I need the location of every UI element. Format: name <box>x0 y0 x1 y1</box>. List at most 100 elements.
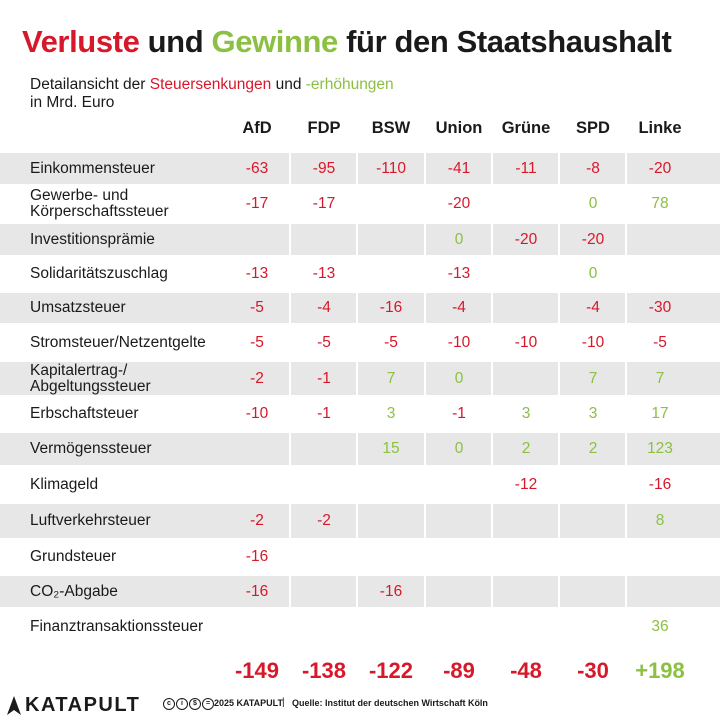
title-und: und <box>139 24 212 59</box>
column-divider <box>625 576 627 607</box>
total-afd: -149 <box>234 658 280 683</box>
cell-gewerbe-und-körperschaftssteuer-afd: -17 <box>245 195 269 212</box>
column-divider <box>356 362 358 395</box>
cell-einkommensteuer-spd: -8 <box>586 159 600 177</box>
cell-stromsteuer-netzentgelte-fdp: -5 <box>317 333 331 351</box>
cell-einkommensteuer-linke: -20 <box>648 159 672 177</box>
column-divider <box>289 153 291 184</box>
column-divider <box>356 224 358 255</box>
row-label-grundsteuer: Grundsteuer <box>30 548 117 565</box>
table-row: Solidaritätszuschlag -13 -13 -13 0 <box>0 258 720 290</box>
column-header-grüne: Grüne <box>501 119 551 137</box>
cell-vermögenssteuer-union: 0 <box>454 440 464 457</box>
column-divider <box>289 293 291 323</box>
column-divider <box>625 153 627 184</box>
row-background <box>0 433 720 465</box>
cell-luftverkehrsteuer-fdp: -2 <box>317 512 331 529</box>
column-divider <box>289 224 291 255</box>
column-divider <box>491 224 493 255</box>
cell-erbschaftsteuer-grüne: 3 <box>521 405 531 422</box>
cell-co-abgabe-bsw: -16 <box>379 582 403 600</box>
cell-einkommensteuer-bsw: -110 <box>376 159 406 177</box>
row-label-solidaritätszuschlag: Solidaritätszuschlag <box>30 265 168 282</box>
row-label-klimageld: Klimageld <box>30 475 99 493</box>
column-divider <box>558 293 560 323</box>
column-divider <box>625 433 627 465</box>
cell-kapitalertrag-abgeltungssteuer-afd: -2 <box>250 369 264 387</box>
table-row: Klimageld -12 -16 <box>0 468 720 501</box>
column-divider <box>491 576 493 607</box>
row-label-stromsteuer-netzentgelte: Stromsteuer/Netzentgelte <box>30 333 206 351</box>
chart-title: Verluste und Gewinne für den Staatshaush… <box>22 24 672 60</box>
column-divider <box>424 153 426 184</box>
column-divider <box>625 293 627 323</box>
column-header-spd: SPD <box>576 119 610 137</box>
column-divider <box>625 504 627 538</box>
column-divider <box>558 362 560 395</box>
table-row: Einkommensteuer -63 -95 -110 -41 -11 -8 -20 <box>0 153 720 184</box>
table-row: Investitionsprämie 0 -20 -20 <box>0 224 720 255</box>
title-rest: für den Staatshaushalt <box>337 24 672 59</box>
cell-gewerbe-und-körperschaftssteuer-spd: 0 <box>588 195 598 212</box>
cell-vermögenssteuer-linke: 123 <box>647 440 673 457</box>
table-row: Gewerbe- und Körperschaftssteuer -17 -17 -20… <box>0 186 720 222</box>
row-label-investitionsprämie: Investitionsprämie <box>30 230 155 248</box>
column-divider <box>491 504 493 538</box>
column-divider <box>491 153 493 184</box>
cell-gewerbe-und-körperschaftssteuer-linke: 78 <box>651 195 669 212</box>
column-header-linke: Linke <box>638 119 682 137</box>
row-background <box>0 362 720 395</box>
table-row: Luftverkehrsteuer -2 -2 8 <box>0 504 720 538</box>
footer-separator: | <box>282 697 285 708</box>
total-union: -89 <box>443 658 475 683</box>
column-divider <box>424 293 426 323</box>
cell-stromsteuer-netzentgelte-grüne: -10 <box>514 333 538 351</box>
cell-investitionsprämie-union: 0 <box>454 230 464 248</box>
total-spd: -30 <box>577 658 609 683</box>
nc-icon: $ <box>189 698 201 710</box>
row-label-einkommensteuer: Einkommensteuer <box>30 159 155 177</box>
cell-stromsteuer-netzentgelte-spd: -10 <box>581 333 605 351</box>
cell-kapitalertrag-abgeltungssteuer-linke: 7 <box>655 369 665 387</box>
cell-erbschaftsteuer-union: -1 <box>452 405 466 422</box>
row-label-luftverkehrsteuer: Luftverkehrsteuer <box>30 512 151 529</box>
column-header-afd: AfD <box>242 119 272 137</box>
column-divider <box>491 433 493 465</box>
column-divider <box>558 433 560 465</box>
cell-einkommensteuer-grüne: -11 <box>515 159 537 177</box>
subtitle-text-c: und <box>271 76 306 93</box>
row-background <box>0 224 720 255</box>
cell-luftverkehrsteuer-linke: 8 <box>655 512 665 529</box>
table-row: CO₂-Abgabe -16 -16 <box>0 576 720 607</box>
cell-umsatzsteuer-spd: -4 <box>586 299 600 316</box>
cell-kapitalertrag-abgeltungssteuer-fdp: -1 <box>317 369 331 387</box>
cell-vermögenssteuer-bsw: 15 <box>382 440 400 457</box>
subtitle-erhoehungen: -erhöhungen <box>305 76 394 93</box>
column-divider <box>424 433 426 465</box>
cell-investitionsprämie-spd: -20 <box>581 230 605 248</box>
cell-umsatzsteuer-afd: -5 <box>250 299 264 316</box>
column-header-fdp: FDP <box>307 119 341 137</box>
subtitle-text-a: Detailansicht der <box>30 76 150 93</box>
row-label-co-abgabe: CO₂-Abgabe <box>30 582 118 600</box>
cell-solidaritätszuschlag-spd: 0 <box>588 265 598 282</box>
cell-finanztransaktionssteuer-linke: 36 <box>651 618 669 635</box>
column-divider <box>625 224 627 255</box>
cell-gewerbe-und-körperschaftssteuer-fdp: -17 <box>312 195 336 212</box>
total-bsw: -122 <box>368 658 414 683</box>
subtitle-steuersenkungen: Steuersenkungen <box>149 76 272 93</box>
cell-klimageld-grüne: -12 <box>514 475 538 493</box>
cell-solidaritätszuschlag-union: -13 <box>447 265 471 282</box>
column-header-union: Union <box>435 119 483 137</box>
column-divider <box>289 504 291 538</box>
column-divider <box>356 433 358 465</box>
column-divider <box>356 576 358 607</box>
table-row: Finanztransaktionssteuer 36 <box>0 610 720 644</box>
column-divider <box>558 576 560 607</box>
cell-investitionsprämie-grüne: -20 <box>514 230 538 248</box>
cell-solidaritätszuschlag-afd: -13 <box>245 265 269 282</box>
column-header-bsw: BSW <box>371 119 411 137</box>
cell-einkommensteuer-fdp: -95 <box>312 159 336 177</box>
column-divider <box>356 153 358 184</box>
cell-luftverkehrsteuer-afd: -2 <box>250 512 264 529</box>
